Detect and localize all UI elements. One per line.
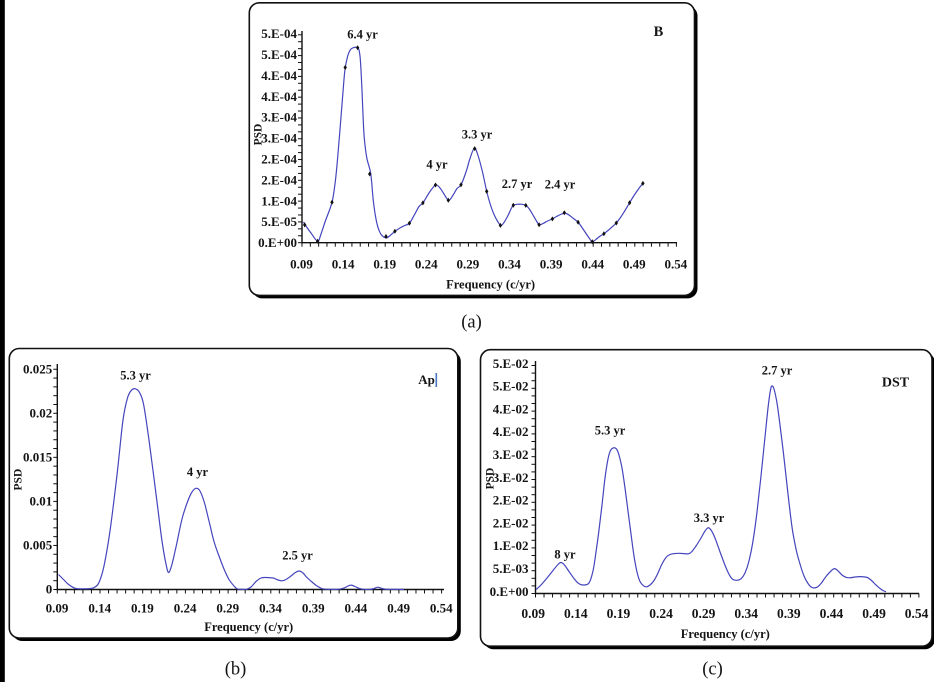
svg-text:0.015: 0.015	[23, 449, 53, 464]
svg-text:PSD: PSD	[13, 469, 25, 491]
svg-text:0.09: 0.09	[290, 257, 313, 272]
svg-text:0.19: 0.19	[607, 606, 631, 621]
svg-text:0.E+00: 0.E+00	[490, 584, 529, 599]
svg-text:0.025: 0.025	[23, 361, 53, 376]
svg-text:Frequency (c/yr): Frequency (c/yr)	[681, 627, 770, 641]
svg-text:5.E-05: 5.E-05	[261, 214, 297, 229]
svg-text:3.3 yr: 3.3 yr	[694, 511, 725, 525]
svg-text:4.E-04: 4.E-04	[261, 68, 297, 83]
svg-text:0.09: 0.09	[46, 600, 69, 615]
svg-text:0.24: 0.24	[649, 606, 673, 621]
svg-text:0.34: 0.34	[734, 606, 758, 621]
svg-text:0.29: 0.29	[216, 600, 239, 615]
svg-text:0.19: 0.19	[373, 257, 396, 272]
svg-text:5.E-02: 5.E-02	[493, 356, 529, 371]
svg-text:5.E-04: 5.E-04	[261, 47, 297, 62]
svg-text:2.E-02: 2.E-02	[493, 493, 529, 508]
svg-text:0.09: 0.09	[521, 606, 545, 621]
svg-text:0.29: 0.29	[457, 257, 480, 272]
svg-text:5.3 yr: 5.3 yr	[595, 424, 626, 438]
svg-text:0.01: 0.01	[30, 493, 53, 508]
svg-text:2.7 yr: 2.7 yr	[762, 364, 793, 378]
svg-text:1.E-04: 1.E-04	[261, 193, 297, 208]
svg-text:5.E-02: 5.E-02	[493, 379, 529, 394]
svg-text:0.005: 0.005	[23, 538, 53, 553]
svg-text:3.E-04: 3.E-04	[261, 110, 297, 125]
svg-text:8 yr: 8 yr	[554, 548, 576, 562]
svg-text:0.44: 0.44	[820, 606, 844, 621]
svg-text:3.3 yr: 3.3 yr	[462, 128, 493, 142]
svg-text:0.39: 0.39	[777, 606, 801, 621]
svg-text:1.E-02: 1.E-02	[493, 538, 529, 553]
svg-text:(b): (b)	[225, 659, 247, 679]
svg-text:0.24: 0.24	[174, 600, 197, 615]
svg-text:0.54: 0.54	[430, 600, 453, 615]
svg-text:3.E-02: 3.E-02	[493, 470, 529, 485]
svg-text:B: B	[654, 24, 664, 40]
svg-text:0.19: 0.19	[131, 600, 154, 615]
svg-text:2.E-04: 2.E-04	[261, 152, 297, 167]
svg-text:0.14: 0.14	[88, 600, 111, 615]
svg-text:0.29: 0.29	[692, 606, 716, 621]
svg-text:0.14: 0.14	[564, 606, 588, 621]
svg-text:0.44: 0.44	[581, 257, 604, 272]
svg-text:4.E-02: 4.E-02	[493, 401, 529, 416]
svg-text:3.E-02: 3.E-02	[493, 447, 529, 462]
svg-text:4 yr: 4 yr	[426, 158, 448, 172]
svg-text:0.39: 0.39	[540, 257, 563, 272]
svg-text:0.54: 0.54	[905, 606, 929, 621]
svg-text:6.4 yr: 6.4 yr	[347, 28, 378, 42]
svg-text:3.E-04: 3.E-04	[261, 131, 297, 146]
svg-text:0: 0	[46, 582, 53, 597]
svg-text:0.14: 0.14	[332, 257, 355, 272]
svg-text:4 yr: 4 yr	[187, 465, 209, 479]
svg-text:4.E-02: 4.E-02	[493, 424, 529, 439]
svg-text:0.E+00: 0.E+00	[258, 235, 297, 250]
svg-text:5.3 yr: 5.3 yr	[120, 369, 151, 383]
svg-text:0.44: 0.44	[345, 600, 368, 615]
svg-text:0.49: 0.49	[623, 257, 646, 272]
svg-text:DST: DST	[882, 375, 910, 390]
svg-text:0.24: 0.24	[415, 257, 438, 272]
svg-text:5.E-03: 5.E-03	[493, 561, 529, 576]
svg-text:2.E-04: 2.E-04	[261, 172, 297, 187]
svg-text:PSD: PSD	[485, 468, 497, 490]
svg-text:0.34: 0.34	[498, 257, 521, 272]
svg-text:0.02: 0.02	[30, 405, 53, 420]
svg-text:2.5 yr: 2.5 yr	[282, 549, 313, 563]
svg-text:0.54: 0.54	[665, 257, 688, 272]
svg-text:4.E-04: 4.E-04	[261, 89, 297, 104]
svg-text:PSD: PSD	[253, 124, 265, 146]
svg-text:2.E-02: 2.E-02	[493, 515, 529, 530]
svg-text:Frequency (c/yr): Frequency (c/yr)	[204, 620, 293, 634]
svg-text:0.34: 0.34	[259, 600, 282, 615]
svg-text:Frequency (c/yr): Frequency (c/yr)	[446, 278, 535, 292]
svg-text:2.4 yr: 2.4 yr	[545, 178, 576, 192]
svg-text:(a): (a)	[461, 312, 482, 332]
svg-text:0.49: 0.49	[862, 606, 886, 621]
svg-text:5.E-04: 5.E-04	[261, 26, 297, 41]
svg-text:Ap: Ap	[418, 372, 435, 387]
svg-text:2.7 yr: 2.7 yr	[502, 177, 533, 191]
svg-text:0.49: 0.49	[387, 600, 410, 615]
svg-text:(c): (c)	[702, 660, 723, 680]
svg-text:0.39: 0.39	[302, 600, 325, 615]
